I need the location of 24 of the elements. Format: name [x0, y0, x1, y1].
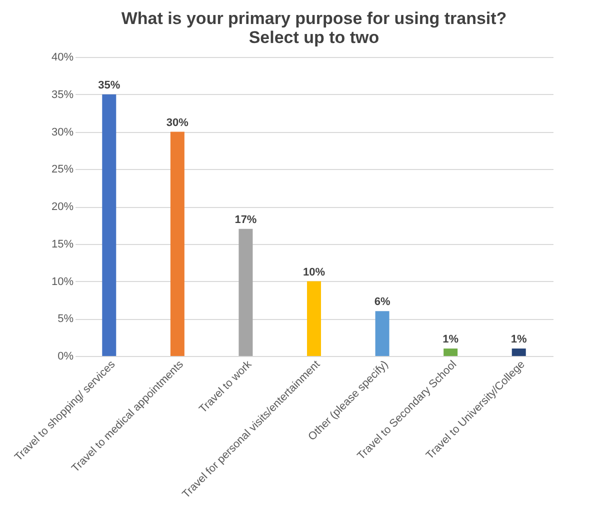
bar — [375, 311, 390, 356]
data-label: 30% — [166, 116, 189, 129]
data-label: 10% — [302, 266, 326, 278]
data-label: 6% — [374, 296, 390, 308]
bar — [170, 132, 184, 356]
data-label: 1% — [510, 334, 528, 346]
y-tick-label: 0% — [58, 350, 74, 362]
data-label: 35% — [98, 79, 120, 92]
y-tick-label: 10% — [51, 276, 74, 288]
data-label: 1% — [442, 334, 459, 346]
bar — [444, 348, 458, 356]
bar — [307, 281, 321, 356]
y-tick-label: 25% — [51, 164, 74, 176]
y-tick-label: 20% — [51, 201, 74, 213]
y-tick-label: 15% — [51, 238, 74, 250]
y-tick-label: 35% — [51, 88, 74, 101]
bar — [512, 348, 526, 356]
chart-title: What is your primary purpose for using transit? Select up to two — [121, 9, 507, 47]
bar — [238, 228, 253, 356]
y-tick-label: 40% — [51, 52, 74, 64]
y-tick-label: 5% — [58, 313, 74, 326]
data-label: 17% — [234, 214, 257, 226]
bar — [102, 94, 116, 356]
y-tick-label: 30% — [51, 126, 74, 138]
